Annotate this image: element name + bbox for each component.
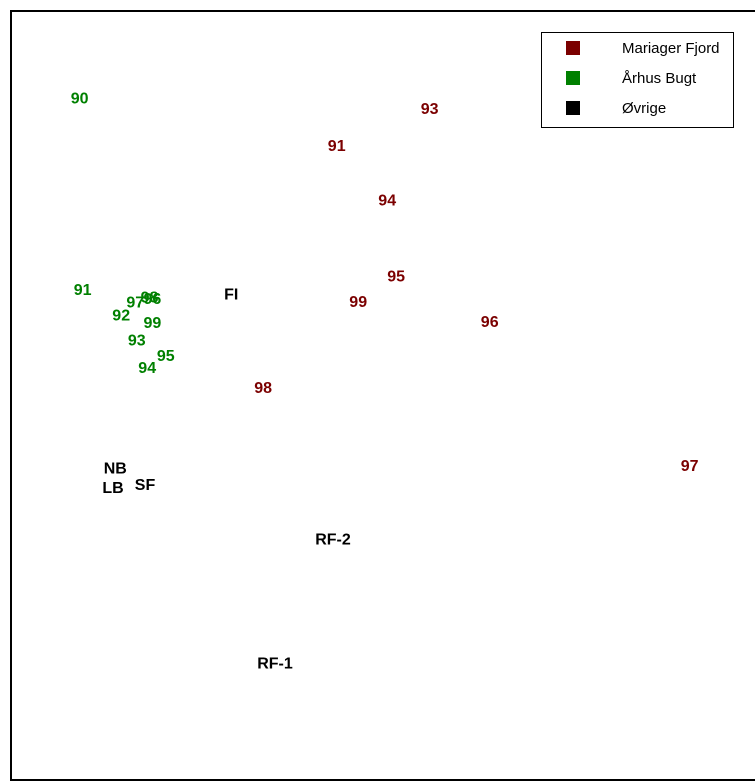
point-label-s1-0: 90 bbox=[71, 91, 89, 108]
point-label-s1-4: 96 bbox=[144, 291, 162, 308]
point-label-s0-3: 95 bbox=[387, 268, 405, 285]
point-label-s1-6: 99 bbox=[144, 315, 162, 332]
point-label-s2-5: RF-1 bbox=[257, 655, 293, 672]
point-label-s1-8: 95 bbox=[157, 348, 175, 365]
point-label-s2-2: LB bbox=[102, 480, 123, 497]
point-label-s0-1: 91 bbox=[328, 138, 346, 155]
point-label-s0-4: 99 bbox=[349, 294, 367, 311]
legend-label-ovrige: Øvrige bbox=[622, 99, 667, 117]
point-label-s2-3: SF bbox=[135, 477, 156, 494]
point-label-s2-4: RF-2 bbox=[315, 532, 351, 549]
legend-label-arhus-bugt: Århus Bugt bbox=[622, 69, 697, 87]
point-label-s1-5: 92 bbox=[112, 307, 130, 324]
point-label-s0-6: 98 bbox=[254, 380, 272, 397]
point-label-s2-0: FI bbox=[224, 286, 238, 303]
legend-swatch-arhus-bugt bbox=[566, 71, 580, 85]
point-label-s0-7: 97 bbox=[681, 458, 699, 475]
point-label-s1-7: 93 bbox=[128, 333, 146, 350]
legend-swatch-mariager-fjord bbox=[566, 41, 580, 55]
point-label-s2-1: NB bbox=[104, 460, 127, 477]
point-label-s0-5: 96 bbox=[481, 314, 499, 331]
plot-area bbox=[10, 10, 755, 781]
point-label-s0-2: 94 bbox=[378, 193, 396, 210]
legend: Mariager Fjord Århus Bugt Øvrige bbox=[541, 32, 734, 128]
legend-swatch-ovrige bbox=[566, 101, 580, 115]
point-label-s1-9: 94 bbox=[138, 360, 156, 377]
point-label-s0-0: 93 bbox=[421, 101, 439, 118]
legend-label-mariager-fjord: Mariager Fjord bbox=[622, 39, 720, 57]
point-label-s1-2: 97 bbox=[126, 295, 144, 312]
point-label-s1-3: 98 bbox=[141, 289, 159, 306]
point-label-s1-1: 91 bbox=[74, 282, 92, 299]
